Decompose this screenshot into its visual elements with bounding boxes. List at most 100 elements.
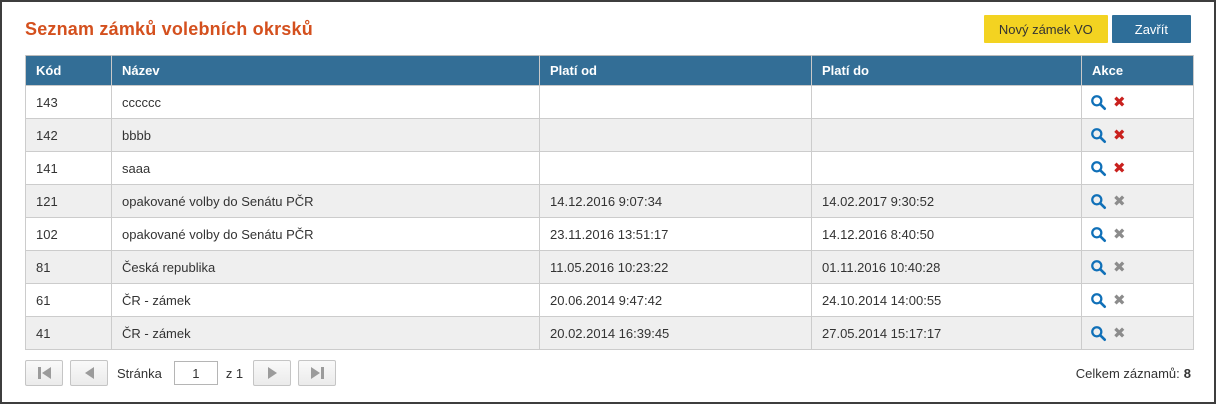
cell-plati-od: 20.02.2014 16:39:45 xyxy=(539,316,812,350)
cell-plati-do xyxy=(811,151,1082,185)
column-header-nazev: Název xyxy=(111,55,540,86)
cell-nazev: ČR - zámek xyxy=(111,283,540,317)
cell-akce: ✖ xyxy=(1081,85,1194,119)
delete-icon[interactable]: ✖ xyxy=(1113,258,1126,276)
action-icons: ✖ xyxy=(1090,226,1185,243)
cell-nazev: saaa xyxy=(111,151,540,185)
prev-page-button[interactable] xyxy=(70,360,108,386)
cell-akce: ✖ xyxy=(1081,118,1194,152)
column-header-plati_do: Platí do xyxy=(811,55,1082,86)
cell-plati-od xyxy=(539,151,812,185)
locks-table: Kód Název Platí od Platí do Akce 143 cccccc … xyxy=(25,55,1194,350)
cell-plati-do: 01.11.2016 10:40:28 xyxy=(811,250,1082,284)
new-lock-button[interactable]: Nový zámek VO xyxy=(983,15,1108,43)
delete-icon[interactable]: ✖ xyxy=(1113,126,1126,144)
cell-akce: ✖ xyxy=(1081,184,1194,218)
action-icons: ✖ xyxy=(1090,127,1185,144)
cell-akce: ✖ xyxy=(1081,151,1194,185)
table-header-row: Kód Název Platí od Platí do Akce xyxy=(25,55,1194,86)
total-records-label: Celkem záznamů: xyxy=(1075,365,1180,381)
last-page-button[interactable] xyxy=(298,360,337,386)
cell-nazev: opakované volby do Senátu PČR xyxy=(111,184,540,218)
cell-plati-od: 20.06.2014 9:47:42 xyxy=(539,283,812,317)
table-row: 102 opakované volby do Senátu PČR 23.11.… xyxy=(25,217,1194,251)
table-row: 61 ČR - zámek 20.06.2014 9:47:42 24.10.2… xyxy=(25,283,1194,317)
search-icon[interactable] xyxy=(1090,127,1107,144)
action-icons: ✖ xyxy=(1090,325,1185,342)
cell-akce: ✖ xyxy=(1081,283,1194,317)
cell-plati-od: 23.11.2016 13:51:17 xyxy=(539,217,812,251)
page-of-label: z 1 xyxy=(225,365,244,381)
skip-to-first-icon xyxy=(37,367,41,379)
action-icons: ✖ xyxy=(1090,94,1185,111)
cell-akce: ✖ xyxy=(1081,217,1194,251)
cell-nazev: opakované volby do Senátu PČR xyxy=(111,217,540,251)
table-row: 141 saaa ✖ xyxy=(25,151,1194,185)
search-icon[interactable] xyxy=(1090,193,1107,210)
action-icons: ✖ xyxy=(1090,160,1185,177)
cell-kod: 102 xyxy=(25,217,112,251)
cell-plati-do: 24.10.2014 14:00:55 xyxy=(811,283,1082,317)
cell-kod: 142 xyxy=(25,118,112,152)
cell-nazev: Česká republika xyxy=(111,250,540,284)
cell-kod: 41 xyxy=(25,316,112,350)
cell-plati-od xyxy=(539,85,812,119)
table-row: 41 ČR - zámek 20.02.2014 16:39:45 27.05.… xyxy=(25,316,1194,350)
search-icon[interactable] xyxy=(1090,94,1107,111)
delete-icon[interactable]: ✖ xyxy=(1113,93,1126,111)
next-page-button[interactable] xyxy=(253,360,292,386)
column-header-akce: Akce xyxy=(1081,55,1194,86)
table-row: 81 Česká republika 11.05.2016 10:23:22 0… xyxy=(25,250,1194,284)
search-icon[interactable] xyxy=(1090,160,1107,177)
table-row: 142 bbbb ✖ xyxy=(25,118,1194,152)
page-label: Stránka xyxy=(117,365,162,381)
column-header-kod: Kód xyxy=(25,55,112,86)
close-button[interactable]: Zavřít xyxy=(1111,15,1191,43)
search-icon[interactable] xyxy=(1090,292,1107,309)
search-icon[interactable] xyxy=(1090,259,1107,276)
cell-plati-do: 14.02.2017 9:30:52 xyxy=(811,184,1082,218)
cell-plati-od xyxy=(539,118,812,152)
cell-plati-do: 14.12.2016 8:40:50 xyxy=(811,217,1082,251)
cell-kod: 141 xyxy=(25,151,112,185)
page-input[interactable] xyxy=(173,361,218,385)
action-icons: ✖ xyxy=(1090,259,1185,276)
skip-to-last-icon xyxy=(310,367,320,379)
cell-kod: 61 xyxy=(25,283,112,317)
search-icon[interactable] xyxy=(1090,325,1107,342)
total-records-value: 8 xyxy=(1183,365,1191,381)
total-records: Celkem záznamů: 8 xyxy=(1076,366,1191,381)
cell-plati-do: 27.05.2014 15:17:17 xyxy=(811,316,1082,350)
cell-nazev: ČR - zámek xyxy=(111,316,540,350)
cell-kod: 121 xyxy=(25,184,112,218)
arrow-left-icon xyxy=(84,367,94,379)
arrow-right-icon xyxy=(267,367,277,379)
header-buttons: Nový zámek VO Zavřít xyxy=(983,15,1191,43)
table-body: 143 cccccc ✖ 142 bbbb xyxy=(25,85,1194,350)
delete-icon[interactable]: ✖ xyxy=(1113,291,1126,309)
panel-header: Seznam zámků volebních okrsků Nový zámek… xyxy=(25,14,1191,44)
action-icons: ✖ xyxy=(1090,193,1185,210)
delete-icon[interactable]: ✖ xyxy=(1113,159,1126,177)
first-page-button[interactable] xyxy=(25,360,63,386)
delete-icon[interactable]: ✖ xyxy=(1113,324,1126,342)
cell-plati-od: 14.12.2016 9:07:34 xyxy=(539,184,812,218)
cell-plati-do xyxy=(811,118,1082,152)
cell-akce: ✖ xyxy=(1081,250,1194,284)
table-row: 121 opakované volby do Senátu PČR 14.12.… xyxy=(25,184,1194,218)
pager-controls: Stránka z 1 xyxy=(25,360,343,386)
cell-kod: 143 xyxy=(25,85,112,119)
delete-icon[interactable]: ✖ xyxy=(1113,225,1126,243)
cell-kod: 81 xyxy=(25,250,112,284)
cell-nazev: bbbb xyxy=(111,118,540,152)
column-header-plati_od: Platí od xyxy=(539,55,812,86)
table-head: Kód Název Platí od Platí do Akce xyxy=(25,55,1194,86)
cell-nazev: cccccc xyxy=(111,85,540,119)
delete-icon[interactable]: ✖ xyxy=(1113,192,1126,210)
cell-akce: ✖ xyxy=(1081,316,1194,350)
table-row: 143 cccccc ✖ xyxy=(25,85,1194,119)
search-icon[interactable] xyxy=(1090,226,1107,243)
pager-bar: Stránka z 1 Celkem záznamů:8 xyxy=(25,359,1191,387)
cell-plati-do xyxy=(811,85,1082,119)
